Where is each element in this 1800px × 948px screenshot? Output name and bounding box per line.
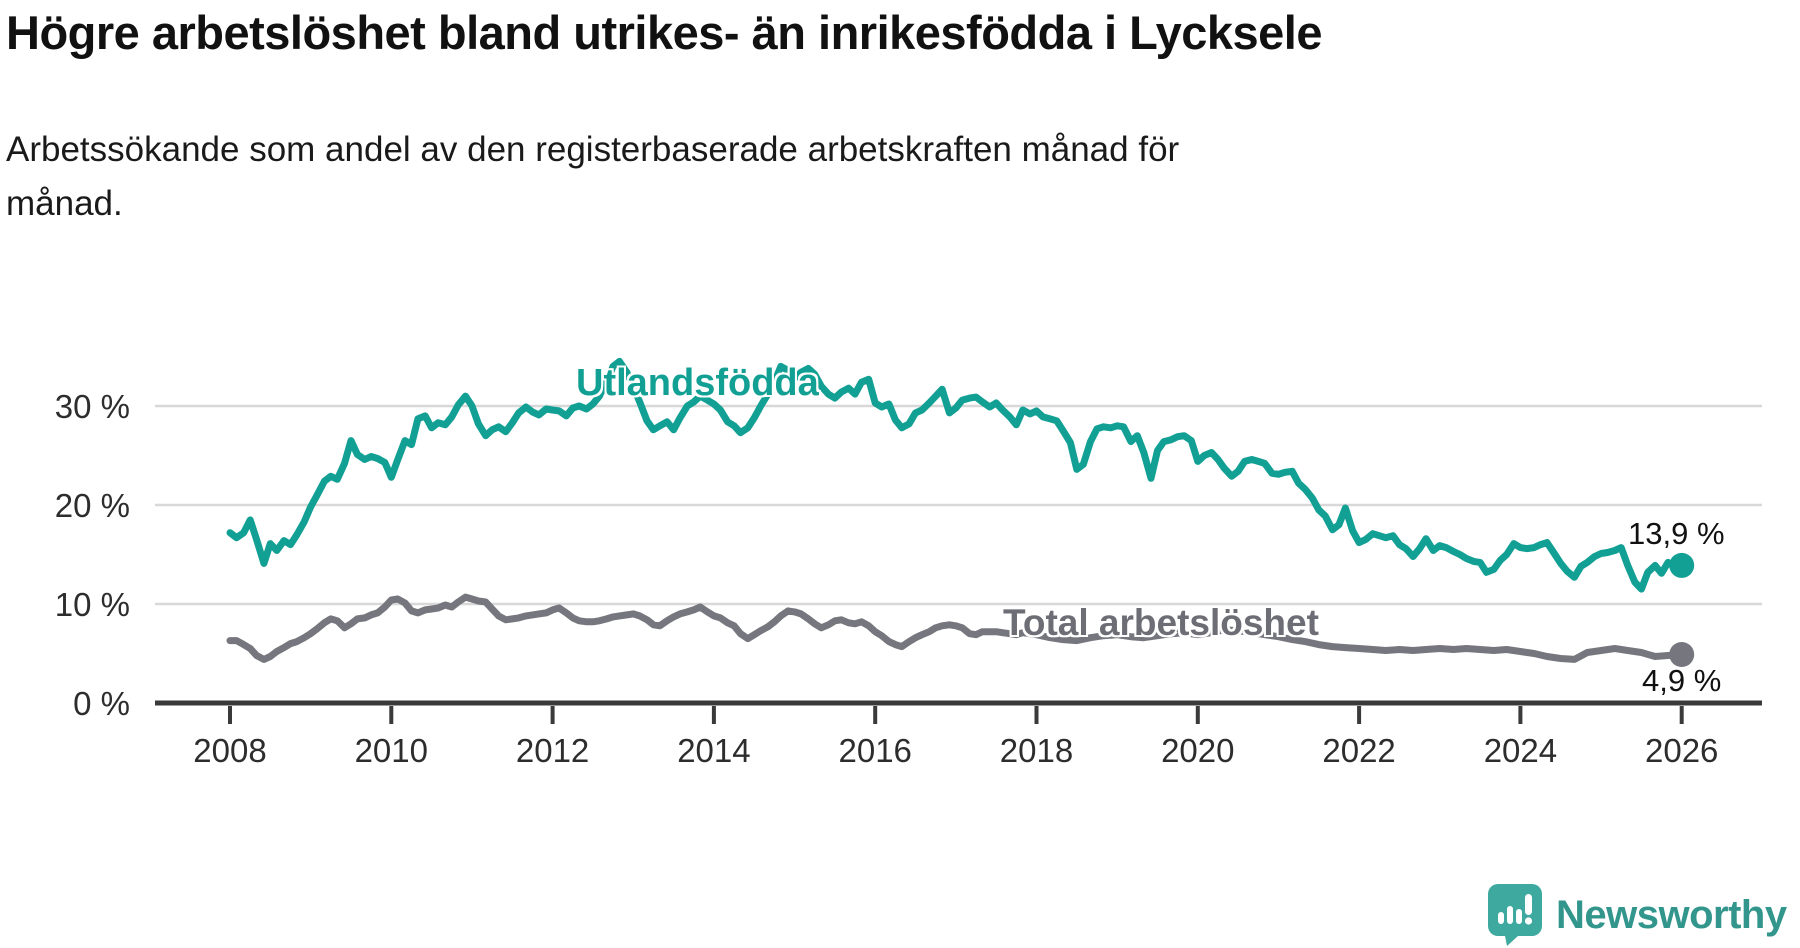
x-tick-label-2020: 2020 (1161, 732, 1234, 769)
series-label-total-arbetsloshet: Total arbetslöshet (1003, 602, 1319, 643)
series-line-1 (226, 593, 1686, 663)
x-tick-label-2014: 2014 (677, 732, 750, 769)
x-tick-label-2018: 2018 (1000, 732, 1073, 769)
logo-bar-1 (1498, 912, 1504, 924)
data-series (226, 357, 1695, 667)
series-end-dot-0 (1669, 552, 1695, 578)
end-value-label-utlandsfodda: 13,9 % (1628, 516, 1725, 551)
logo-exclamation-dot (1524, 917, 1533, 925)
axes: 0 % 10 % 20 % 30 % 2008 2010 2012 2014 2016 2018 2… (55, 388, 1762, 769)
logo-bar-3 (1516, 909, 1522, 924)
y-tick-label-0: 0 % (73, 685, 130, 722)
chart-subtitle-line-1: Arbetssökande som andel av den registerb… (6, 130, 1180, 169)
y-tick-label-20: 20 % (55, 487, 130, 524)
x-tick-label-2008: 2008 (193, 732, 266, 769)
y-tick-label-30: 30 % (55, 388, 130, 425)
x-tick-label-2026: 2026 (1645, 732, 1718, 769)
series-line-0 (226, 357, 1686, 593)
chart-title: Högre arbetslöshet bland utrikes- än inr… (6, 6, 1323, 59)
brand-logo: Newsworthy (1488, 884, 1787, 946)
x-tick-label-2012: 2012 (516, 732, 589, 769)
brand-name: Newsworthy (1556, 892, 1787, 937)
series-label-utlandsfodda: Utlandsfödda (576, 362, 819, 404)
logo-exclamation-bar (1525, 894, 1532, 915)
x-tick-label-2016: 2016 (838, 732, 911, 769)
x-tick-label-2022: 2022 (1322, 732, 1395, 769)
gridlines (155, 404, 1762, 606)
chart-subtitle-line-2: månad. (6, 184, 123, 223)
series-end-dot-1 (1669, 641, 1695, 667)
x-tick-label-2010: 2010 (355, 732, 428, 769)
newsworthy-chart-bubble-icon (1488, 884, 1542, 946)
logo-bar-2 (1507, 906, 1513, 924)
y-tick-label-10: 10 % (55, 586, 130, 623)
end-value-label-total: 4,9 % (1642, 663, 1722, 698)
x-tick-label-2024: 2024 (1484, 732, 1557, 769)
